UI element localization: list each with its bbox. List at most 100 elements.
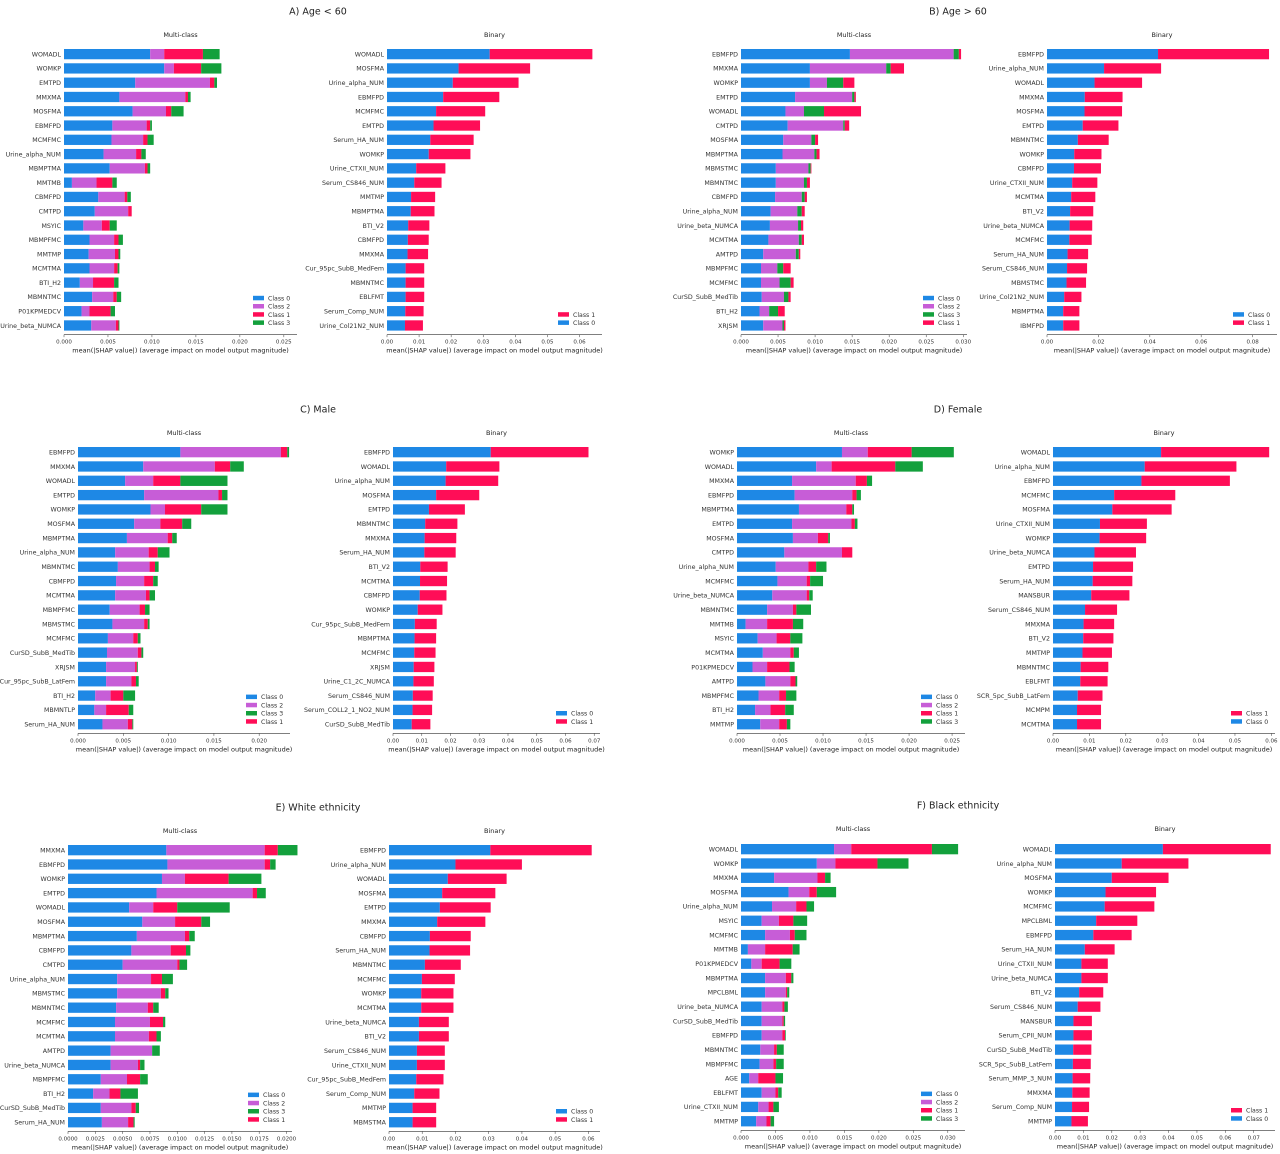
bar-segment-class-1 — [114, 234, 119, 245]
x-tick-label: 0.020 — [871, 1135, 887, 1141]
bar-segment-class-0 — [78, 461, 144, 472]
bar-segment-class-0 — [1053, 633, 1084, 644]
feature-label: MMTMP — [714, 1119, 738, 1126]
bar-segment-class-0 — [1055, 1116, 1072, 1127]
feature-label: XRJSM — [55, 664, 75, 671]
bar-segment-class-1 — [414, 618, 437, 630]
feature-label: WOMKP — [713, 861, 738, 868]
bar-segment-class-0 — [393, 532, 425, 544]
bar-segment-class-0 — [741, 929, 766, 941]
bar-segment-class-3 — [287, 447, 290, 458]
feature-label: MOSFMA — [362, 492, 390, 499]
feature-label: MOSFMA — [1022, 507, 1050, 514]
bar-segment-class-3 — [127, 191, 131, 203]
bar-segment-class-0 — [741, 1116, 757, 1127]
bar-segment-class-0 — [1055, 901, 1105, 912]
bar-segment-class-3 — [895, 461, 923, 472]
feature-label: P01KPMEDCV — [18, 308, 61, 315]
chart-title: Multi-class — [837, 31, 872, 39]
bar-segment-class-0 — [387, 177, 415, 188]
bar-segment-class-3 — [156, 1031, 161, 1042]
bar-segment-class-1 — [143, 134, 148, 145]
bar-segment-class-2 — [117, 561, 150, 572]
bar-segment-class-0 — [393, 704, 413, 716]
bar-segment-class-1 — [184, 873, 229, 884]
bar-segment-class-0 — [737, 461, 817, 472]
bar-segment-class-1 — [405, 263, 425, 274]
x-axis-label: mean(|SHAP value|) (average impact on mo… — [388, 745, 604, 753]
bar-segment-class-1 — [1077, 704, 1102, 716]
bar-segment-class-0 — [1047, 306, 1064, 317]
bar-segment-class-3 — [257, 887, 266, 899]
bar-segment-class-3 — [783, 291, 789, 303]
bar-segment-class-0 — [387, 234, 408, 245]
bar-segment-class-0 — [1053, 661, 1081, 673]
bar-segment-class-0 — [393, 461, 447, 472]
bar-segment-class-3 — [828, 532, 830, 544]
bar-segment-class-1 — [1072, 1087, 1090, 1098]
bar-segment-class-0 — [389, 873, 448, 884]
feature-label: MSYIC — [714, 636, 734, 643]
feature-label: WOMADL — [1023, 846, 1053, 853]
bar-segment-class-2 — [745, 618, 768, 630]
bar-segment-class-1 — [1161, 447, 1270, 458]
legend-swatch — [556, 1109, 567, 1114]
bar-segment-class-1 — [128, 1117, 134, 1128]
legend-swatch — [246, 719, 257, 724]
bar-segment-class-0 — [387, 163, 417, 174]
bar-segment-class-3 — [776, 1058, 784, 1070]
bar-segment-class-3 — [795, 676, 798, 687]
chart-title: Multi-class — [167, 429, 202, 437]
bar-segment-class-2 — [775, 561, 809, 572]
feature-label: MMXMA — [50, 464, 76, 471]
bar-segment-class-1 — [115, 248, 119, 260]
bar-segment-class-2 — [116, 1002, 148, 1013]
bar-segment-class-0 — [387, 120, 434, 131]
bar-segment-class-3 — [789, 661, 795, 673]
bar-segment-class-2 — [119, 91, 186, 103]
feature-label: EMTPD — [39, 80, 61, 87]
bar-segment-class-2 — [783, 134, 812, 145]
feature-label: WOMKP — [50, 507, 75, 514]
x-tick-label: 0.03 — [477, 340, 490, 346]
legend-label: Class 1 — [261, 719, 283, 726]
x-tick-label: 0.04 — [516, 1136, 529, 1142]
bar-segment-class-1 — [1105, 886, 1157, 898]
bar-segment-class-1 — [177, 959, 180, 970]
feature-label: MCMFMC — [361, 650, 390, 657]
x-tick-label: 0.010 — [815, 738, 831, 744]
bar-segment-class-0 — [1047, 277, 1067, 288]
feature-label: MCMFMC — [46, 636, 75, 643]
feature-label: BTI_V2 — [369, 564, 391, 571]
feature-label: WOMKP — [713, 80, 738, 87]
x-tick-label: 0.020 — [251, 738, 267, 744]
bar-segment-class-3 — [786, 690, 797, 701]
bar-segment-class-1 — [778, 306, 785, 317]
bar-segment-class-0 — [389, 1088, 415, 1099]
bar-segment-class-3 — [795, 248, 799, 260]
bar-segment-class-0 — [389, 902, 440, 913]
feature-label: EBMFPD — [1018, 51, 1044, 58]
feature-label: Serum_COLL2_1_NO2_NUM — [304, 707, 390, 714]
legend-label: Class 0 — [1248, 312, 1270, 319]
x-tick-label: 0.05 — [549, 1136, 562, 1142]
bar-segment-class-0 — [741, 163, 776, 174]
chart-title: Binary — [1155, 825, 1176, 833]
feature-label: WOMADL — [46, 478, 76, 485]
x-tick-label: 0.06 — [582, 1136, 595, 1142]
bar-segment-class-0 — [387, 134, 431, 145]
feature-label: MBMNTMC — [31, 1005, 65, 1012]
bar-segment-class-0 — [1053, 676, 1081, 687]
bar-segment-class-1 — [164, 504, 202, 515]
bar-segment-class-0 — [1053, 590, 1092, 601]
x-tick-label: 0.000 — [729, 738, 745, 744]
bar-segment-class-0 — [68, 859, 168, 870]
bar-segment-class-1 — [831, 461, 896, 472]
legend-swatch — [1231, 719, 1242, 724]
bar-segment-class-1 — [1082, 647, 1112, 658]
x-tick-label: 0.03 — [1156, 738, 1169, 744]
bar-segment-class-1 — [167, 532, 173, 544]
x-tick-label: 0.02 — [1106, 1135, 1118, 1141]
bar-segment-class-0 — [737, 475, 793, 486]
bar-segment-class-1 — [421, 1002, 454, 1013]
